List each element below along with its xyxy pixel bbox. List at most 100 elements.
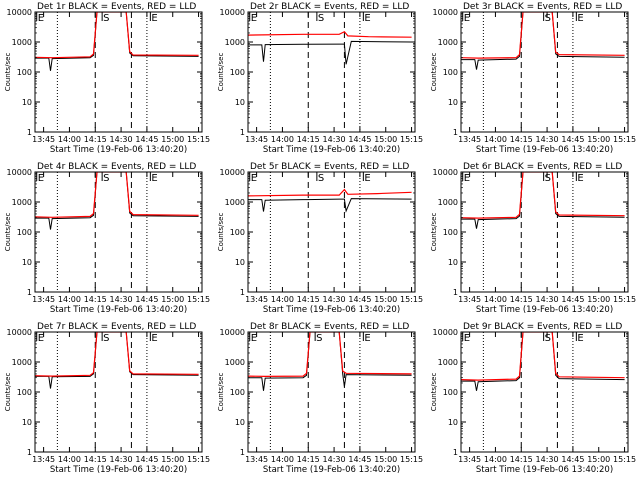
x-tick-label: 15:00 [161,455,184,464]
panel-title: Det 6r BLACK = Events, RED = LLD [463,162,622,172]
x-tick-label: 14:00 [484,295,507,304]
y-tick-label: 10 [235,258,245,267]
x-tick-label: 14:45 [348,135,371,144]
x-tick-label: 14:45 [561,455,584,464]
y-tick-label: 100 [17,68,32,77]
marker-label: E [577,333,583,344]
x-tick-label: 13:45 [32,135,55,144]
y-tick-label: 10 [22,418,32,427]
series-line-lld [35,12,199,59]
panel-title: Det 9r BLACK = Events, RED = LLD [463,322,622,332]
panel-title: Det 1r BLACK = Events, RED = LLD [37,2,196,12]
y-tick-label: 100 [230,228,245,237]
series-line-events [461,332,625,391]
y-tick-label: 10000 [433,8,458,17]
marker-label: E [38,173,44,184]
x-axis-label: Start Time (19-Feb-06 13:40:20) [263,145,400,155]
x-tick-label: 14:15 [84,135,107,144]
y-tick-label: 10000 [433,168,458,177]
x-tick-label: 13:45 [32,455,55,464]
marker-label: E [151,333,157,344]
marker-label: S [545,13,551,24]
plot-frame [34,11,203,133]
y-tick-label: 1 [453,288,458,297]
plot-frame [460,331,629,453]
plot-frame [460,11,629,133]
marker-label: S [318,173,324,184]
x-tick-label: 14:30 [110,295,133,304]
y-tick-label: 100 [443,388,458,397]
series-line-lld [461,12,625,59]
x-axis-label: Start Time (19-Feb-06 13:40:20) [476,145,613,155]
x-tick-label: 14:45 [135,135,158,144]
x-tick-label: 14:15 [510,295,533,304]
x-tick-label: 13:45 [32,295,55,304]
x-tick-label: 14:30 [323,295,346,304]
x-tick-label: 14:15 [84,455,107,464]
y-tick-label: 10 [235,98,245,107]
x-tick-label: 14:30 [110,455,133,464]
y-axis-label: Counts/sec [217,213,225,252]
y-axis-label: Counts/sec [217,373,225,412]
x-tick-label: 14:30 [323,455,346,464]
x-tick-label: 15:15 [400,135,423,144]
marker-label: E [38,13,44,24]
x-tick-label: 15:15 [400,295,423,304]
x-tick-label: 15:00 [374,455,397,464]
x-tick-label: 14:30 [536,135,559,144]
x-tick-label: 13:45 [458,135,481,144]
x-tick-label: 15:15 [187,295,210,304]
x-axis-label: Start Time (19-Feb-06 13:40:20) [50,465,187,475]
y-tick-label: 1000 [438,358,458,367]
x-tick-label: 15:00 [374,135,397,144]
x-tick-label: 14:00 [271,135,294,144]
plot-frame [247,171,416,293]
marker-label: E [151,173,157,184]
x-axis-label: Start Time (19-Feb-06 13:40:20) [476,465,613,475]
panel-title: Det 5r BLACK = Events, RED = LLD [250,162,409,172]
plot-frame [34,171,203,293]
x-tick-label: 14:00 [271,455,294,464]
x-tick-label: 14:15 [510,455,533,464]
marker-label: E [251,13,257,24]
series-line-lld [248,30,412,38]
y-tick-label: 100 [443,68,458,77]
x-tick-label: 15:00 [161,295,184,304]
x-tick-label: 14:45 [348,455,371,464]
panel-title: Det 4r BLACK = Events, RED = LLD [37,162,196,172]
y-tick-label: 10 [22,98,32,107]
x-tick-label: 15:00 [374,295,397,304]
marker-label: S [316,333,322,344]
y-axis-label: Counts/sec [217,53,225,92]
x-tick-label: 13:45 [245,455,268,464]
y-tick-label: 100 [17,388,32,397]
series-line-lld [461,172,625,219]
y-tick-label: 1000 [438,198,458,207]
plot-frame [247,11,416,133]
series-line-lld [35,332,199,377]
y-tick-label: 1000 [12,38,32,47]
x-axis-label: Start Time (19-Feb-06 13:40:20) [263,465,400,475]
x-tick-label: 13:45 [245,295,268,304]
series-line-lld [248,188,412,197]
x-tick-label: 14:15 [297,295,320,304]
x-tick-label: 14:00 [271,295,294,304]
y-tick-label: 10 [22,258,32,267]
x-axis-label: Start Time (19-Feb-06 13:40:20) [263,305,400,315]
series-line-lld [248,332,412,378]
x-tick-label: 15:15 [613,295,636,304]
x-tick-label: 14:00 [484,455,507,464]
y-tick-label: 10000 [220,8,245,17]
x-tick-label: 15:00 [587,135,610,144]
y-tick-label: 10000 [220,328,245,337]
x-tick-label: 15:15 [400,455,423,464]
series-line-events [35,12,199,71]
x-tick-label: 14:45 [348,295,371,304]
x-tick-label: 14:45 [135,455,158,464]
series-line-events [248,198,412,213]
y-tick-label: 1000 [225,358,245,367]
x-tick-label: 15:00 [587,455,610,464]
